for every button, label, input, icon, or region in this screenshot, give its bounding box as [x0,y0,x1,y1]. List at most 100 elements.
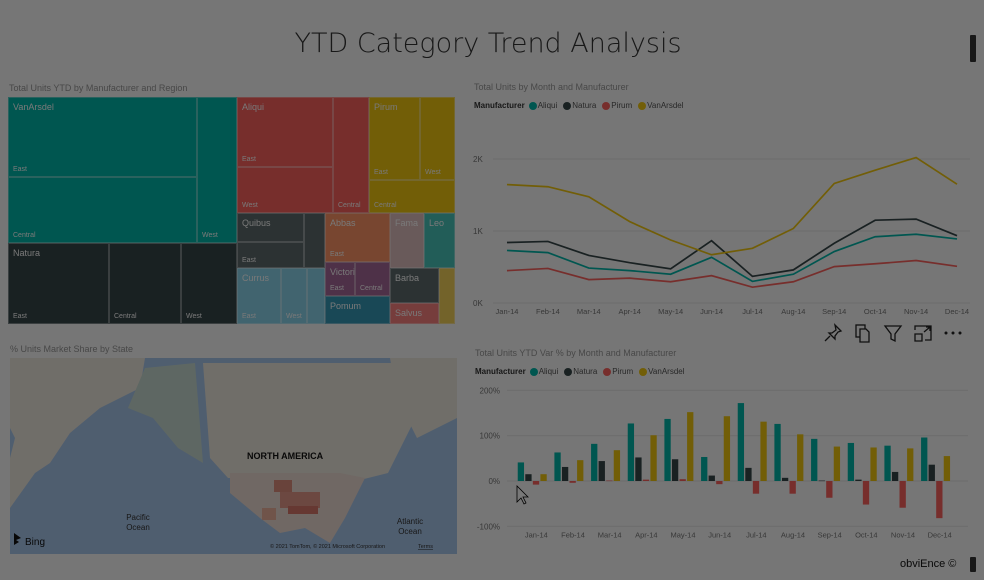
treemap-region-label: East [242,313,257,320]
bar-aliqui[interactable] [847,442,855,481]
bar-vanarsdel[interactable] [797,434,804,481]
bar-pirum[interactable] [532,481,540,485]
legend-item-vanarsdel[interactable]: VanArsdel [638,101,684,110]
treemap-cell-vanarsdel[interactable]: VanArsdel East [8,97,197,177]
series-line-pirum[interactable] [506,259,958,289]
focus-mode-icon[interactable] [912,322,934,344]
bar-aliqui[interactable] [701,456,708,481]
bar-pirum[interactable] [716,481,723,485]
treemap-cell-natura[interactable]: West [181,243,237,324]
bar-chart[interactable]: -100% 0% 100% 200% Jan-14 Feb-14 Mar-14 Apr-14 M… [465,380,980,545]
bar-pirum[interactable] [789,481,796,494]
bar-vanarsdel[interactable] [870,447,877,481]
bar-natura[interactable] [781,477,789,481]
series-line-vanarsdel[interactable] [506,156,958,256]
bar-pirum[interactable] [752,481,760,494]
filter-icon[interactable] [882,322,904,344]
legend-item-natura[interactable]: Natura [564,367,597,376]
series-line-natura[interactable] [506,218,958,278]
bar-aliqui[interactable] [664,418,671,481]
line-chart[interactable]: 0K 1K 2K Jan-14 Feb-14 Mar-14 Apr-14 May-14 Jun-… [465,120,980,320]
bar-vanarsdel[interactable] [943,456,951,481]
legend-item-pirum[interactable]: Pirum [603,367,633,376]
legend-item-aliqui[interactable]: Aliqui [528,101,557,110]
map-terms-link[interactable]: Terms [418,544,433,550]
treemap-cell-fama[interactable]: Fama [390,213,424,268]
bar-natura[interactable] [928,464,935,481]
treemap-cell-natura[interactable]: Natura East [8,243,109,324]
legend-item-vanarsdel[interactable]: VanArsdel [639,367,685,376]
bar-natura[interactable] [891,471,899,481]
legend-item-natura[interactable]: Natura [563,101,596,110]
bar-aliqui[interactable] [921,437,928,481]
bar-natura[interactable] [525,474,532,481]
map-visual[interactable]: NORTH AMERICA Pacific Ocean Atlantic Oce… [10,358,457,554]
bar-vanarsdel[interactable] [577,460,584,481]
bar-vanarsdel[interactable] [650,435,657,481]
bar-aliqui[interactable] [554,452,561,481]
treemap-cell-victoria[interactable]: Central [355,262,390,296]
copy-icon[interactable] [852,322,874,344]
treemap-cell-leo[interactable]: Leo [424,213,455,268]
bar-vanarsdel[interactable] [613,450,621,481]
treemap-cell-pirum[interactable]: West [420,97,455,180]
treemap-cell-salvus[interactable]: Salvus [390,303,439,324]
treemap-cell-currus[interactable]: West [281,268,307,324]
treemap-cell-barba[interactable]: Barba [390,268,439,303]
bar-vanarsdel[interactable] [833,446,841,481]
scrollbar-bottom[interactable] [970,557,976,572]
bar-pirum[interactable] [606,480,613,482]
bar-pirum[interactable] [936,481,943,519]
treemap-cell-currus[interactable]: Currus East [237,268,281,324]
treemap-cell-victoria[interactable]: Victoria East [325,262,360,296]
treemap-cell-pirum[interactable]: Central [369,180,455,213]
treemap-cell-quibus[interactable]: East [237,242,304,268]
bar-natura[interactable] [818,480,825,482]
bar-vanarsdel[interactable] [687,412,694,481]
treemap-cell-quibus[interactable] [304,213,325,268]
treemap-cell-currus[interactable] [307,268,325,324]
bar-vanarsdel[interactable] [760,421,767,481]
treemap-cell-aliqui[interactable]: Aliqui East [237,97,333,167]
treemap-cell-natura[interactable]: Central [109,243,181,324]
bar-natura[interactable] [745,467,752,481]
bar-aliqui[interactable] [627,423,635,481]
x-tick-label: Oct-14 [855,530,878,539]
bar-pirum[interactable] [569,481,576,483]
bar-pirum[interactable] [899,481,906,508]
bar-natura[interactable] [671,459,679,481]
bar-aliqui[interactable] [811,438,818,481]
treemap-cell-aliqui[interactable]: Central [333,97,369,213]
treemap-cell-aliqui[interactable]: West [237,167,333,213]
bar-aliqui[interactable] [774,423,781,481]
treemap-cell-pomum[interactable]: Pomum [325,296,390,324]
bar-vanarsdel[interactable] [723,416,731,481]
treemap-cell-vanarsdel[interactable]: West [197,97,237,243]
bar-pirum[interactable] [642,479,650,481]
legend-item-aliqui[interactable]: Aliqui [529,367,558,376]
bar-aliqui[interactable] [591,443,598,481]
bar-aliqui[interactable] [884,445,891,481]
treemap-cell-abbas[interactable]: Abbas East [325,213,390,262]
bar-vanarsdel[interactable] [907,448,914,481]
bar-natura[interactable] [635,457,642,481]
pin-icon[interactable] [822,322,844,344]
treemap-cell-vanarsdel[interactable]: Central [8,177,197,243]
more-options-icon[interactable] [942,322,964,344]
treemap-cell-quibus[interactable]: Quibus [237,213,304,242]
bar-pirum[interactable] [862,481,870,505]
treemap-region-label: West [186,313,202,320]
legend-item-pirum[interactable]: Pirum [602,101,632,110]
bar-natura[interactable] [855,479,862,481]
bar-natura[interactable] [598,461,605,481]
treemap-cell-pirum[interactable]: Pirum East [369,97,420,180]
scrollbar-top[interactable] [970,35,976,62]
bar-pirum[interactable] [826,481,833,498]
bar-aliqui[interactable] [517,462,525,481]
bar-natura[interactable] [708,475,715,481]
treemap-cell[interactable] [439,268,455,324]
bar-aliqui[interactable] [737,403,745,481]
bar-pirum[interactable] [679,479,686,481]
bar-natura[interactable] [561,466,569,481]
bar-vanarsdel[interactable] [540,474,547,481]
